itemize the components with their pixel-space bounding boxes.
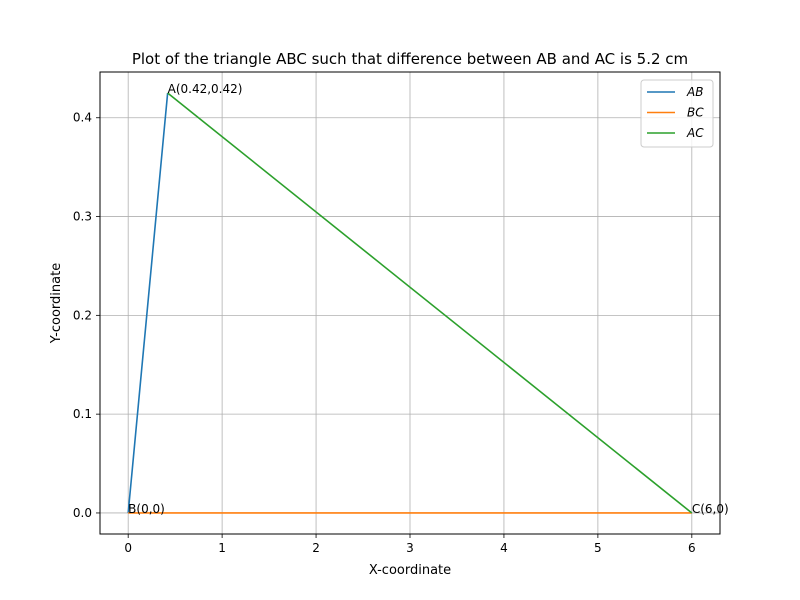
y-axis-label: Y-coordinate	[49, 263, 64, 344]
x-tick-label: 4	[500, 541, 508, 555]
series-line-ac	[167, 92, 693, 514]
legend: AB BC AC	[640, 79, 714, 148]
x-tick-label: 3	[406, 541, 414, 555]
y-tick-label: 0.1	[73, 407, 92, 421]
x-tick-label: 5	[594, 541, 602, 555]
chart-title: Plot of the triangle ABC such that diffe…	[132, 50, 688, 68]
legend-label: AB	[686, 85, 703, 99]
x-tick-label: 1	[218, 541, 226, 555]
axis-ticks: 0 1 2 3 4 5 6 0.0 0.1 0.2 0.3 0.4	[73, 111, 696, 555]
legend-box	[640, 79, 714, 148]
x-axis-label: X-coordinate	[369, 563, 451, 578]
point-label: C(6,0)	[692, 502, 729, 516]
y-tick-label: 0.3	[73, 210, 92, 224]
x-tick-label: 2	[312, 541, 320, 555]
y-tick-label: 0.4	[73, 111, 92, 125]
point-label: A(0.42,0.42)	[168, 82, 243, 96]
legend-label: BC	[687, 106, 704, 120]
series-lines	[127, 92, 693, 514]
legend-label: AC	[686, 126, 704, 140]
series-line-ab	[127, 92, 169, 514]
y-tick-label: 0.2	[73, 308, 92, 322]
y-tick-label: 0.0	[73, 506, 92, 520]
x-tick-label: 0	[124, 541, 132, 555]
point-label: B(0,0)	[128, 502, 165, 516]
x-tick-label: 6	[688, 541, 696, 555]
point-annotations: A(0.42,0.42) B(0,0) C(6,0)	[128, 82, 728, 516]
